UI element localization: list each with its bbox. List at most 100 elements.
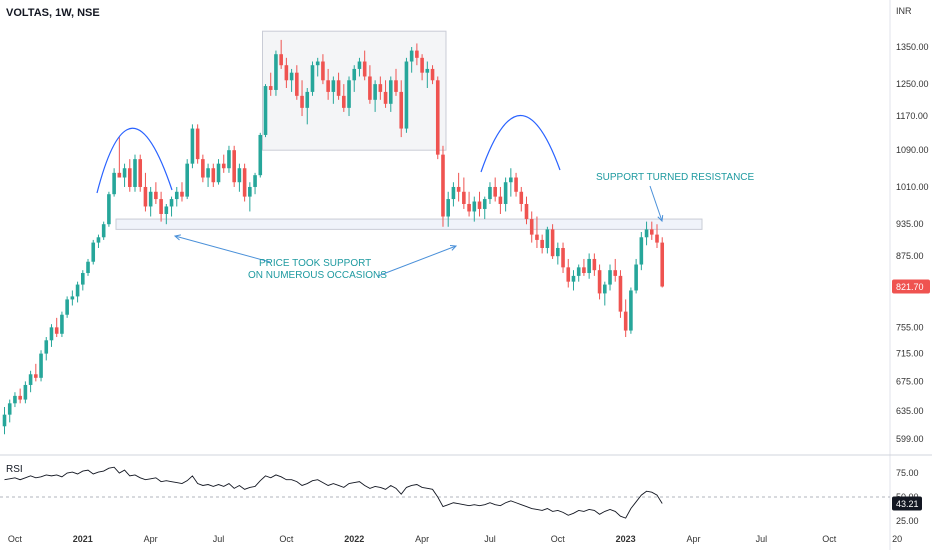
- candle-body[interactable]: [7, 403, 12, 415]
- candle-body[interactable]: [284, 65, 289, 81]
- candle-body[interactable]: [597, 270, 602, 294]
- candle-body[interactable]: [357, 61, 362, 69]
- candle-body[interactable]: [143, 186, 148, 207]
- candle-body[interactable]: [18, 395, 22, 400]
- candle-body[interactable]: [383, 91, 388, 104]
- candle-body[interactable]: [60, 314, 64, 334]
- candle-body[interactable]: [629, 290, 633, 331]
- candle-body[interactable]: [253, 175, 257, 187]
- candle-body[interactable]: [373, 84, 377, 100]
- candle-body[interactable]: [96, 237, 101, 243]
- candle-body[interactable]: [211, 168, 216, 183]
- candle-body[interactable]: [91, 242, 96, 262]
- candle-body[interactable]: [331, 80, 336, 92]
- candle-body[interactable]: [441, 154, 445, 217]
- candle-body[interactable]: [23, 384, 28, 400]
- candle-body[interactable]: [28, 374, 33, 385]
- candle-body[interactable]: [462, 191, 466, 204]
- candle-body[interactable]: [493, 186, 497, 197]
- candle-body[interactable]: [415, 50, 419, 58]
- candle-body[interactable]: [451, 186, 456, 200]
- candle-body[interactable]: [326, 80, 330, 92]
- candle-body[interactable]: [258, 134, 263, 176]
- candle-body[interactable]: [644, 229, 649, 238]
- candle-body[interactable]: [368, 76, 372, 100]
- candle-body[interactable]: [592, 258, 597, 271]
- candle-body[interactable]: [430, 68, 435, 81]
- candle-body[interactable]: [164, 206, 169, 214]
- candle-body[interactable]: [195, 128, 200, 160]
- candle-body[interactable]: [571, 275, 576, 282]
- candle-body[interactable]: [216, 163, 221, 183]
- candle-body[interactable]: [399, 91, 404, 129]
- candle-body[interactable]: [488, 186, 492, 200]
- candle-body[interactable]: [227, 150, 231, 169]
- candle-body[interactable]: [54, 327, 59, 334]
- candle-body[interactable]: [248, 186, 252, 197]
- candle-body[interactable]: [378, 84, 383, 92]
- candle-body[interactable]: [86, 261, 90, 274]
- candle-body[interactable]: [13, 395, 17, 404]
- candle-body[interactable]: [634, 264, 638, 291]
- candle-body[interactable]: [556, 247, 560, 257]
- candle-body[interactable]: [524, 203, 529, 220]
- candle-body[interactable]: [310, 65, 315, 92]
- candle-body[interactable]: [75, 284, 80, 297]
- candle-body[interactable]: [148, 191, 153, 207]
- candle-body[interactable]: [295, 72, 299, 96]
- candle-body[interactable]: [362, 61, 367, 77]
- candle-body[interactable]: [133, 159, 137, 187]
- candle-body[interactable]: [342, 95, 346, 108]
- candle-body[interactable]: [336, 80, 341, 96]
- candle-body[interactable]: [535, 234, 539, 240]
- candle-body[interactable]: [482, 199, 487, 209]
- candle-body[interactable]: [44, 340, 49, 354]
- candle-body[interactable]: [279, 54, 283, 66]
- candle-body[interactable]: [180, 191, 184, 197]
- candle-body[interactable]: [603, 284, 607, 294]
- candle-body[interactable]: [467, 203, 471, 212]
- candle-body[interactable]: [174, 191, 179, 200]
- candle-body[interactable]: [49, 327, 54, 341]
- candle-body[interactable]: [39, 353, 43, 378]
- candle-body[interactable]: [112, 172, 116, 195]
- candle-body[interactable]: [498, 196, 503, 204]
- candle-body[interactable]: [34, 374, 38, 378]
- candle-body[interactable]: [347, 80, 351, 108]
- candle-body[interactable]: [613, 270, 618, 276]
- candle-body[interactable]: [435, 80, 440, 155]
- candle-body[interactable]: [404, 61, 409, 129]
- candle-body[interactable]: [519, 191, 524, 204]
- candle-body[interactable]: [514, 177, 518, 192]
- candle-body[interactable]: [472, 201, 477, 212]
- candle-body[interactable]: [263, 86, 268, 135]
- candle-body[interactable]: [154, 191, 158, 200]
- candle-body[interactable]: [315, 61, 320, 66]
- candle-body[interactable]: [456, 186, 461, 192]
- candle-body[interactable]: [117, 172, 122, 178]
- candle-body[interactable]: [289, 72, 294, 81]
- candle-body[interactable]: [420, 57, 424, 73]
- candle-body[interactable]: [190, 128, 195, 164]
- candle-body[interactable]: [425, 68, 430, 73]
- candle-body[interactable]: [159, 199, 163, 214]
- candle-body[interactable]: [122, 168, 127, 178]
- candle-body[interactable]: [660, 242, 665, 287]
- candle-body[interactable]: [201, 159, 205, 178]
- candle-body[interactable]: [2, 414, 7, 427]
- candle-body[interactable]: [321, 61, 325, 81]
- candle-body[interactable]: [649, 229, 654, 235]
- candle-body[interactable]: [582, 267, 586, 274]
- candle-body[interactable]: [65, 299, 69, 315]
- candle-body[interactable]: [206, 168, 210, 178]
- candle-body[interactable]: [529, 219, 534, 235]
- candle-body[interactable]: [576, 267, 581, 276]
- candle-body[interactable]: [169, 199, 174, 207]
- candle-body[interactable]: [394, 80, 398, 92]
- candle-body[interactable]: [540, 239, 544, 248]
- candle-body[interactable]: [70, 296, 75, 300]
- candle-body[interactable]: [446, 199, 450, 217]
- candle-body[interactable]: [409, 50, 414, 62]
- candle-body[interactable]: [185, 163, 189, 197]
